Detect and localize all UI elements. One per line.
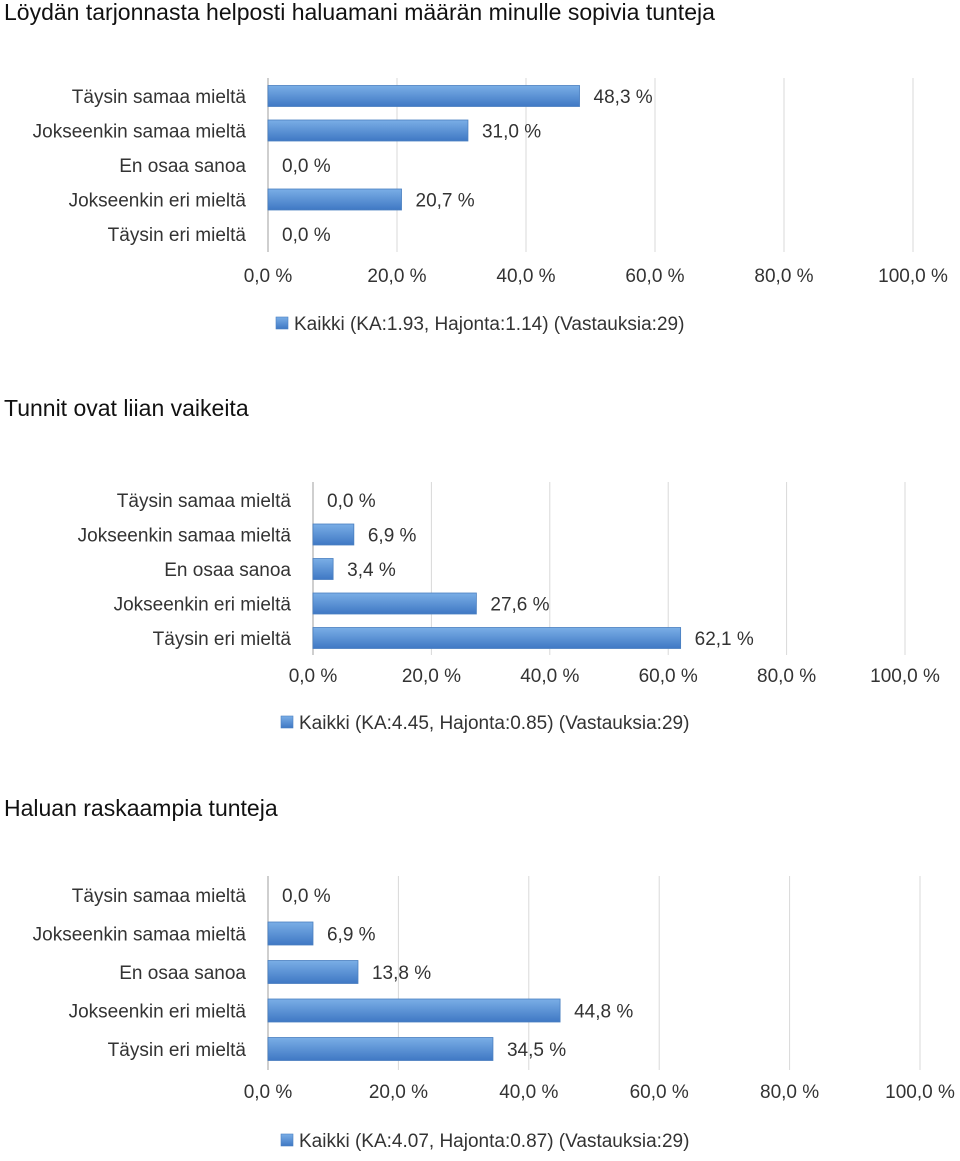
category-label: En osaa sanoa <box>164 560 291 581</box>
data-label: 44,8 % <box>574 1002 633 1023</box>
bar-chart-2: Täysin samaa mieltä 0,0 % Jokseenkin samaa… <box>78 482 940 734</box>
chart-title: Haluan raskaampia tunteja <box>4 795 278 821</box>
legend-swatch <box>280 1133 294 1147</box>
tick-label: 100,0 % <box>885 1082 955 1103</box>
category-label: En osaa sanoa <box>119 156 246 177</box>
bar <box>312 592 477 615</box>
bar <box>267 119 469 142</box>
category-label: Täysin samaa mieltä <box>117 491 292 512</box>
tick-label: 20,0 % <box>402 666 461 687</box>
data-label: 3,4 % <box>347 560 396 581</box>
data-label: 34,5 % <box>507 1040 566 1061</box>
tick-label: 40,0 % <box>520 666 579 687</box>
legend-swatch <box>275 316 289 330</box>
legend-swatch <box>280 715 294 729</box>
bar <box>267 85 580 107</box>
category-label: Jokseenkin eri mieltä <box>69 1002 247 1023</box>
chart-section-3: Haluan raskaampia tunteja Täysin samaa m… <box>0 790 960 1161</box>
bar <box>267 998 561 1023</box>
bar-chart-1: Täysin samaa mieltä 48,3 % Jokseenkin sama… <box>33 78 948 335</box>
category-label: Jokseenkin eri mieltä <box>114 595 292 616</box>
tick-label: 60,0 % <box>630 1082 689 1103</box>
bar <box>267 1037 494 1061</box>
category-label: En osaa sanoa <box>119 963 246 984</box>
chart-title: Löydän tarjonnasta helposti haluamani mä… <box>4 0 715 25</box>
tick-label: 40,0 % <box>499 1082 558 1103</box>
tick-label: 20,0 % <box>367 266 426 287</box>
bar <box>312 627 682 649</box>
tick-label: 20,0 % <box>369 1082 428 1103</box>
bar <box>267 960 359 984</box>
data-label: 6,9 % <box>368 526 417 547</box>
tick-label: 40,0 % <box>496 266 555 287</box>
legend-label: Kaikki (KA:1.93, Hajonta:1.14) (Vastauks… <box>294 314 684 335</box>
data-label: 27,6 % <box>490 595 549 616</box>
tick-label: 60,0 % <box>625 266 684 287</box>
chart-section-1: Löydän tarjonnasta helposti haluamani mä… <box>0 0 960 370</box>
chart-title: Tunnit ovat liian vaikeita <box>4 395 249 421</box>
tick-label: 0,0 % <box>289 666 338 687</box>
bar <box>267 188 402 211</box>
data-label: 0,0 % <box>282 886 331 907</box>
data-label: 0,0 % <box>282 225 331 246</box>
data-label: 0,0 % <box>327 491 376 512</box>
tick-label: 0,0 % <box>244 1082 293 1103</box>
category-label: Täysin samaa mieltä <box>72 886 247 907</box>
tick-label: 80,0 % <box>757 666 816 687</box>
category-label: Jokseenkin eri mieltä <box>69 191 247 212</box>
category-label: Täysin samaa mieltä <box>72 87 247 108</box>
bar <box>312 558 334 580</box>
data-label: 13,8 % <box>372 963 431 984</box>
data-label: 0,0 % <box>282 156 331 177</box>
category-label: Täysin eri mieltä <box>108 225 247 246</box>
tick-label: 100,0 % <box>870 666 940 687</box>
bar <box>312 523 355 546</box>
data-label: 20,7 % <box>416 191 475 212</box>
tick-label: 80,0 % <box>760 1082 819 1103</box>
legend-label: Kaikki (KA:4.07, Hajonta:0.87) (Vastauks… <box>299 1131 689 1152</box>
category-label: Jokseenkin samaa mieltä <box>78 526 292 547</box>
data-label: 31,0 % <box>482 122 541 143</box>
data-label: 62,1 % <box>695 629 754 650</box>
tick-label: 60,0 % <box>639 666 698 687</box>
category-label: Jokseenkin samaa mieltä <box>33 122 247 143</box>
legend-label: Kaikki (KA:4.45, Hajonta:0.85) (Vastauks… <box>299 713 689 734</box>
chart-section-2: Tunnit ovat liian vaikeita Täysin samaa … <box>0 390 960 770</box>
category-label: Jokseenkin samaa mieltä <box>33 925 247 946</box>
category-label: Täysin eri mieltä <box>108 1040 247 1061</box>
data-label: 6,9 % <box>327 925 376 946</box>
bar-chart-3: Täysin samaa mieltä 0,0 % Jokseenkin samaa… <box>33 876 955 1152</box>
tick-label: 0,0 % <box>244 266 293 287</box>
tick-label: 100,0 % <box>878 266 948 287</box>
bar <box>267 921 314 946</box>
category-label: Täysin eri mieltä <box>153 629 292 650</box>
tick-label: 80,0 % <box>754 266 813 287</box>
data-label: 48,3 % <box>594 87 653 108</box>
